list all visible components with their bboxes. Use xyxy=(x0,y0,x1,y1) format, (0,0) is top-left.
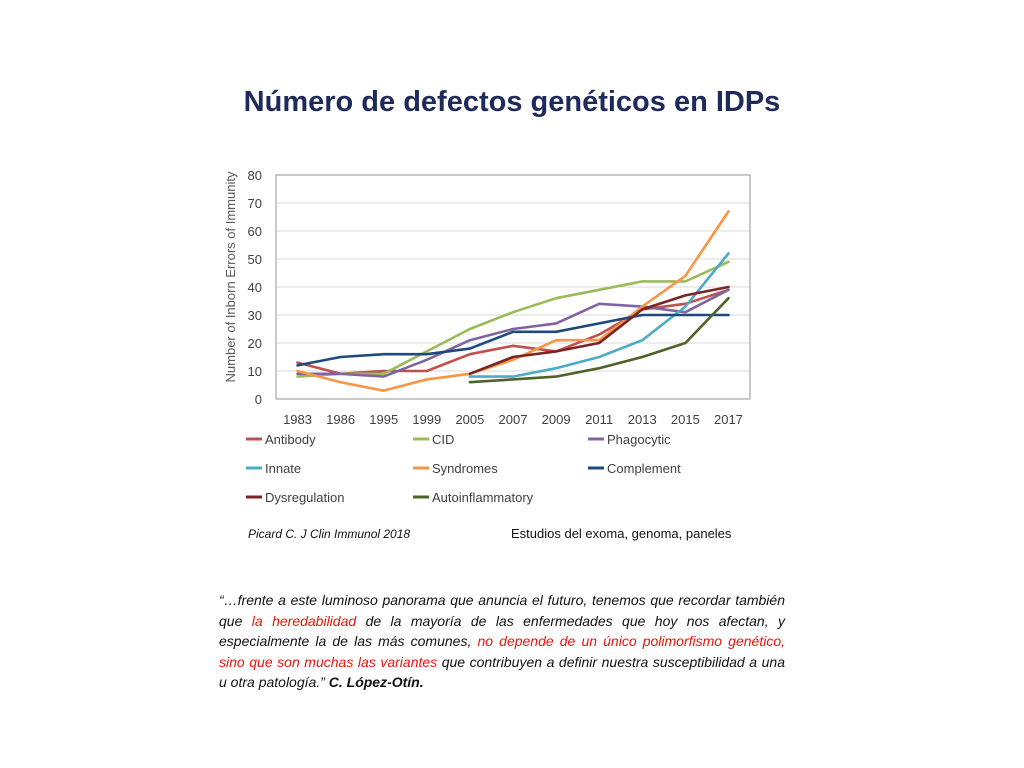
slide-title: Número de defectos genéticos en IDPs xyxy=(243,86,781,118)
x-tick-label: 2013 xyxy=(628,412,657,427)
x-tick-label: 1995 xyxy=(369,412,398,427)
legend-label: Complement xyxy=(607,461,681,476)
x-tick-label: 2015 xyxy=(671,412,700,427)
series-line-complement xyxy=(296,313,730,367)
quote-segment-2: de la mayoría de las enfermedades que ho… xyxy=(219,612,785,650)
x-tick-label: 2017 xyxy=(714,412,743,427)
y-tick-label: 20 xyxy=(248,336,262,351)
line-chart: 0 10 20 30 40 50 60 70 80 1983 1986 1995 1999 2005 20… xyxy=(223,168,751,505)
series-line-syndromes xyxy=(296,210,730,392)
y-tick-label: 0 xyxy=(255,392,262,407)
quote-segment-0: “…frente a este luminoso panorama que an… xyxy=(219,592,785,629)
series-line-cid xyxy=(296,260,730,378)
series-line-phagocytic xyxy=(296,288,730,378)
study-note: Estudios del exoma, genoma, paneles xyxy=(511,526,732,541)
y-tick-labels: 0 10 20 30 40 50 60 70 80 xyxy=(248,168,262,407)
y-tick-label: 40 xyxy=(248,280,262,295)
y-tick-label: 70 xyxy=(248,196,262,211)
y-tick-label: 50 xyxy=(248,252,262,267)
y-tick-label: 10 xyxy=(248,364,262,379)
y-axis-label: Number of Inborn Errors of Immunity xyxy=(223,171,238,382)
quote-segment-4: que contribuyen a definir nuestra suscep… xyxy=(219,653,785,691)
x-tick-label: 2009 xyxy=(542,412,571,427)
series-line-innate xyxy=(468,252,730,378)
quote-paragraph: “…frente a este luminoso panorama que an… xyxy=(219,590,785,693)
x-tick-label: 1983 xyxy=(283,412,312,427)
series-lines xyxy=(296,210,730,392)
citation: Picard C. J Clin Immunol 2018 xyxy=(248,527,411,541)
plot-frame xyxy=(275,174,751,400)
series-line-dysregulation xyxy=(468,285,730,376)
quote-segment-3: no depende de un único polimorfismo gené… xyxy=(219,633,786,670)
legend-label: CID xyxy=(432,432,454,447)
x-tick-label: 2011 xyxy=(585,412,613,427)
y-tick-label: 80 xyxy=(248,168,262,183)
legend-label: Syndromes xyxy=(432,461,498,476)
legend-label: Dysregulation xyxy=(265,490,345,505)
legend-label: Autoinflammatory xyxy=(432,490,534,505)
y-tick-label: 30 xyxy=(248,308,262,323)
x-tick-label: 2005 xyxy=(455,412,484,427)
grid xyxy=(276,174,750,400)
legend-label: Antibody xyxy=(265,432,316,447)
legend-label: Phagocytic xyxy=(607,432,671,447)
legend: Antibody CID Phagocytic Innate Syndromes Comp… xyxy=(246,432,681,505)
x-tick-labels: 1983 1986 1995 1999 2005 2007 2009 2011 2013 2015… xyxy=(283,412,743,427)
x-tick-label: 2007 xyxy=(499,412,528,427)
x-tick-label: 1999 xyxy=(412,412,441,427)
y-tick-label: 60 xyxy=(248,224,262,239)
quote-segment-1: la heredabilidad xyxy=(251,612,357,629)
quote-segment-5: C. López-Otín. xyxy=(328,674,424,690)
series-line-autoinflammatory xyxy=(468,296,730,384)
x-tick-label: 1986 xyxy=(326,412,355,427)
legend-label: Innate xyxy=(265,461,301,476)
